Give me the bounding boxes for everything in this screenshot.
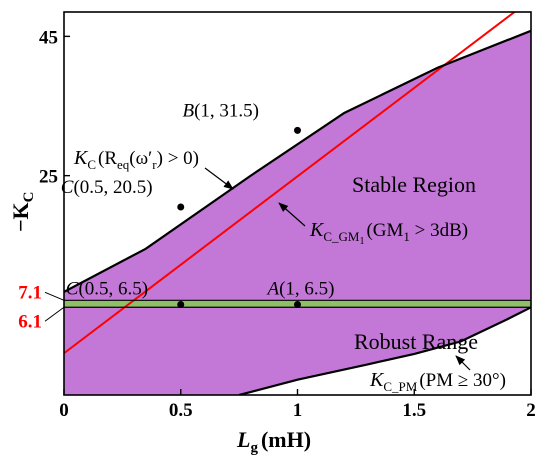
y-axis-label: −KC	[8, 192, 37, 233]
point-label: C(0.5, 6.5)	[66, 278, 148, 299]
x-tick-label: 1	[293, 400, 303, 421]
pm-curve-arrow	[455, 355, 471, 371]
y-special-tick-label: 6.1	[18, 311, 42, 332]
x-tick-label: 0.5	[169, 400, 193, 421]
gm-curve-line	[64, 29, 531, 293]
y-tick-label: 25	[39, 167, 58, 188]
x-tick-label: 1.5	[402, 400, 426, 421]
point-label: A(1, 6.5)	[266, 278, 335, 299]
point-label: C(0.5, 20.5)	[61, 177, 153, 198]
pm-curve-label: KC_PM (PM ≥ 30°)	[369, 369, 506, 394]
robust-range-label: Robust Range	[354, 329, 478, 354]
y-special-tick-label: 7.1	[18, 282, 42, 303]
stable-region-label: Stable Region	[352, 172, 476, 197]
x-tick-label: 2	[526, 400, 536, 421]
gm-curve-arrow	[278, 202, 306, 227]
gm-curve-label: KC_GM1(GM1 > 3dB)	[309, 219, 468, 247]
marker-point	[177, 203, 185, 211]
marker-point	[294, 126, 301, 134]
x-axis-label: Lg (mH)	[236, 427, 311, 456]
x-tick-label: 0	[59, 400, 69, 421]
red-curve-label: KC (Req(ω′r) > 0)	[73, 147, 199, 172]
marker-point	[294, 300, 301, 308]
marker-point	[177, 300, 185, 308]
y-tick-label: 45	[39, 27, 58, 48]
pm-curve-line	[238, 306, 531, 395]
point-label: B(1, 31.5)	[183, 100, 260, 121]
red-curve-arrow	[204, 167, 234, 190]
y-special-tick-pointer	[44, 291, 65, 301]
red-curve-line	[64, 12, 517, 354]
y-special-tick-pointer	[44, 306, 65, 322]
